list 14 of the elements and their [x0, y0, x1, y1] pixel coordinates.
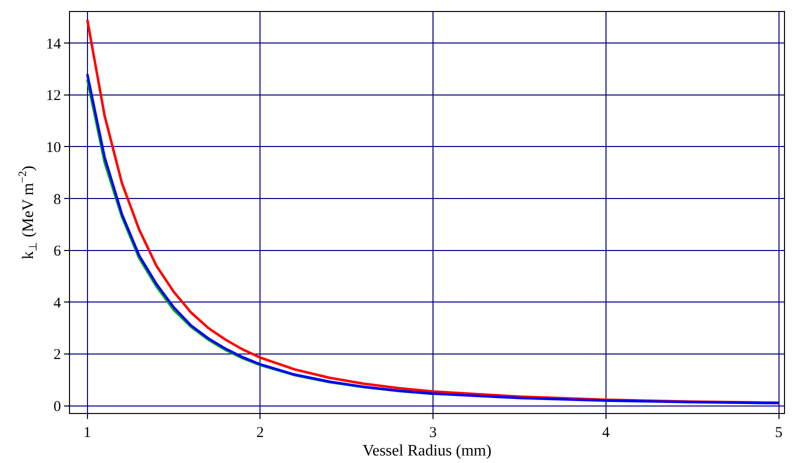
y-tick-label: 4	[54, 295, 62, 312]
x-tick-label: 4	[602, 425, 610, 441]
y-tick-label: 2	[54, 347, 61, 364]
y-tick-label: 14	[46, 36, 62, 52]
x-axis-title: Vessel Radius (mm)	[362, 442, 492, 460]
y-tick-label: 10	[46, 140, 61, 156]
x-tick-label: 3	[429, 425, 437, 441]
y-tick-label: 8	[54, 192, 61, 208]
y-tick-label: 0	[54, 399, 61, 415]
x-tick-label: 1	[84, 425, 92, 441]
x-tick-label: 2	[256, 425, 264, 441]
y-tick-label: 6	[54, 244, 62, 260]
x-tick-label: 5	[775, 425, 783, 441]
y-tick-label: 12	[46, 88, 61, 104]
